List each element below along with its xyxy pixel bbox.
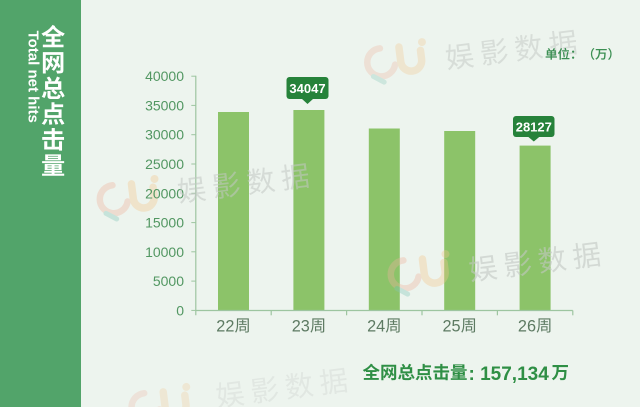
svg-text:25000: 25000 bbox=[145, 156, 184, 172]
svg-text:25: 25 bbox=[443, 317, 461, 335]
svg-text:Total net hits: Total net hits bbox=[25, 31, 42, 123]
svg-text:34047: 34047 bbox=[289, 81, 325, 96]
svg-text:24: 24 bbox=[367, 317, 385, 335]
svg-text:20000: 20000 bbox=[145, 185, 184, 201]
svg-text:26: 26 bbox=[518, 317, 536, 335]
svg-text:22: 22 bbox=[216, 317, 234, 335]
svg-text:30000: 30000 bbox=[145, 127, 184, 143]
svg-text:0: 0 bbox=[176, 302, 184, 318]
svg-text:28127: 28127 bbox=[516, 119, 552, 134]
svg-text:5000: 5000 bbox=[153, 273, 184, 289]
svg-text:10000: 10000 bbox=[145, 244, 184, 260]
svg-text:35000: 35000 bbox=[145, 97, 184, 113]
svg-text:: 157,134: : 157,134 bbox=[469, 364, 550, 385]
svg-text:15000: 15000 bbox=[145, 215, 184, 231]
svg-text:40000: 40000 bbox=[145, 68, 184, 84]
svg-text:23: 23 bbox=[292, 317, 310, 335]
